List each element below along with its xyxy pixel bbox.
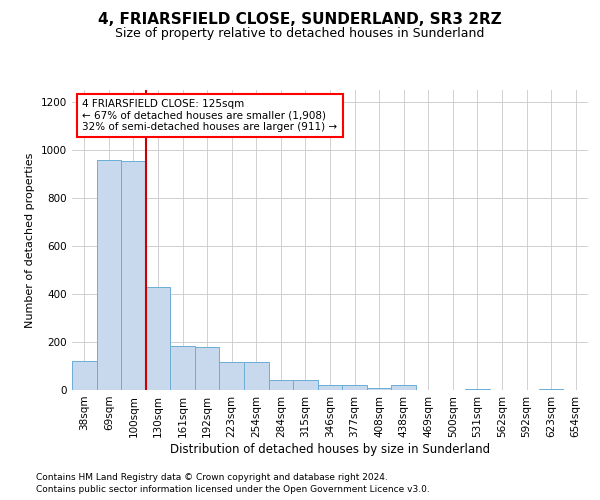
Text: Contains public sector information licensed under the Open Government Licence v3: Contains public sector information licen…: [36, 485, 430, 494]
Bar: [121, 161, 146, 390]
Bar: [367, 388, 391, 390]
Text: Contains HM Land Registry data © Crown copyright and database right 2024.: Contains HM Land Registry data © Crown c…: [36, 472, 388, 482]
Bar: [539, 389, 563, 390]
Bar: [465, 389, 490, 390]
Text: Size of property relative to detached houses in Sunderland: Size of property relative to detached ho…: [115, 28, 485, 40]
Bar: [269, 380, 293, 390]
Bar: [318, 385, 342, 390]
Bar: [244, 362, 269, 390]
Y-axis label: Number of detached properties: Number of detached properties: [25, 152, 35, 328]
Bar: [391, 385, 416, 390]
Bar: [72, 361, 97, 390]
Text: 4, FRIARSFIELD CLOSE, SUNDERLAND, SR3 2RZ: 4, FRIARSFIELD CLOSE, SUNDERLAND, SR3 2R…: [98, 12, 502, 28]
Bar: [195, 347, 220, 390]
Bar: [220, 362, 244, 390]
Bar: [293, 380, 318, 390]
Bar: [97, 160, 121, 390]
Bar: [342, 385, 367, 390]
Bar: [170, 346, 195, 390]
Text: Distribution of detached houses by size in Sunderland: Distribution of detached houses by size …: [170, 442, 490, 456]
Text: 4 FRIARSFIELD CLOSE: 125sqm
← 67% of detached houses are smaller (1,908)
32% of : 4 FRIARSFIELD CLOSE: 125sqm ← 67% of det…: [82, 99, 337, 132]
Bar: [146, 287, 170, 390]
